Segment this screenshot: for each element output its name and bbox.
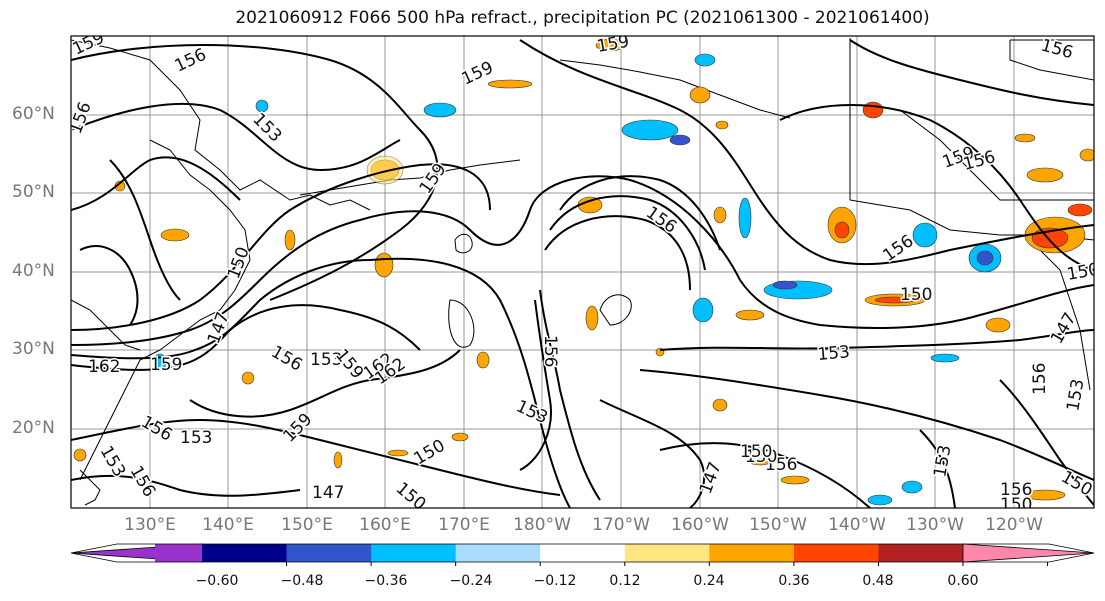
longitude-label: 170°E bbox=[438, 515, 490, 535]
contour-label: 156 bbox=[765, 455, 797, 475]
colorbar-segment bbox=[793, 544, 879, 562]
colorbar-tick-label: −0.36 bbox=[364, 573, 408, 589]
colorbar-segment bbox=[624, 544, 710, 562]
latitude-label: 20°N bbox=[12, 418, 55, 438]
colorbar-tick-label: −0.48 bbox=[280, 573, 324, 589]
longitude-label: 160°W bbox=[671, 515, 729, 535]
contour-label: 147 bbox=[312, 483, 344, 503]
longitude-label: 160°E bbox=[359, 515, 411, 535]
longitude-label: 180°W bbox=[513, 515, 571, 535]
map-title: 2021060912 F066 500 hPa refract., precip… bbox=[235, 8, 930, 28]
contour-label: 153 bbox=[180, 428, 212, 448]
latitude-label: 60°N bbox=[12, 104, 55, 124]
colorbar-tick-label: 0.12 bbox=[609, 573, 641, 589]
contour-label: 150 bbox=[745, 447, 777, 467]
colorbar-segment bbox=[155, 544, 202, 562]
contour-label: 156 bbox=[1030, 363, 1050, 395]
colorbar-segment bbox=[540, 544, 626, 562]
contour-label: 150 bbox=[1065, 260, 1100, 285]
longitude-label: 140°E bbox=[202, 515, 254, 535]
contour-label: 153 bbox=[1063, 377, 1088, 412]
contour-label: 150 bbox=[900, 285, 932, 305]
contour-label: 153 bbox=[817, 342, 851, 365]
contour-label: 156 bbox=[1000, 480, 1032, 500]
colorbar-segment bbox=[286, 544, 372, 562]
longitude-label: 150°E bbox=[281, 515, 333, 535]
colorbar-tick-label: 0.24 bbox=[693, 573, 725, 589]
colorbar-tick-label: −0.12 bbox=[533, 573, 577, 589]
colorbar-tick-label: −0.24 bbox=[449, 573, 493, 589]
latitude-label: 30°N bbox=[12, 339, 55, 359]
latitude-label: 50°N bbox=[12, 182, 55, 202]
contour-label: 153 bbox=[1095, 378, 1105, 410]
longitude-label: 140°W bbox=[828, 515, 886, 535]
map-frame bbox=[70, 35, 1095, 509]
colorbar-segment bbox=[455, 544, 541, 562]
longitude-label: 150°W bbox=[749, 515, 807, 535]
contour-label: 153 bbox=[310, 350, 342, 370]
colorbar-segment bbox=[202, 544, 288, 562]
longitude-label: 130°E bbox=[124, 515, 176, 535]
colorbar-tick-label: 0.60 bbox=[947, 573, 979, 589]
gridlines bbox=[71, 36, 1094, 508]
colorbar-outline bbox=[70, 543, 1095, 563]
precip-shading bbox=[73, 38, 1094, 506]
colorbar bbox=[70, 543, 1095, 566]
coastlines bbox=[71, 38, 1094, 506]
longitude-label: 120°W bbox=[985, 515, 1043, 535]
contour-label: 150 bbox=[740, 442, 772, 462]
latitude-label: 40°N bbox=[12, 261, 55, 281]
contour-label: 156 bbox=[540, 335, 560, 367]
colorbar-segment bbox=[709, 544, 795, 562]
contour-label: 162 bbox=[88, 357, 120, 377]
colorbar-tick-label: 0.48 bbox=[862, 573, 894, 589]
colorbar-tick-label: 0.36 bbox=[778, 573, 810, 589]
colorbar-segment bbox=[371, 544, 457, 562]
colorbar-extend-high bbox=[962, 543, 1095, 563]
colorbar-tick-label: −0.60 bbox=[195, 573, 239, 589]
contour-lines bbox=[71, 39, 1094, 508]
contour-label: 159 bbox=[150, 355, 182, 375]
colorbar-segment bbox=[878, 544, 964, 562]
contour-fragments bbox=[448, 233, 632, 348]
longitude-label: 170°W bbox=[592, 515, 650, 535]
longitude-label: 130°W bbox=[906, 515, 964, 535]
contour-label: 150 bbox=[1000, 495, 1032, 515]
